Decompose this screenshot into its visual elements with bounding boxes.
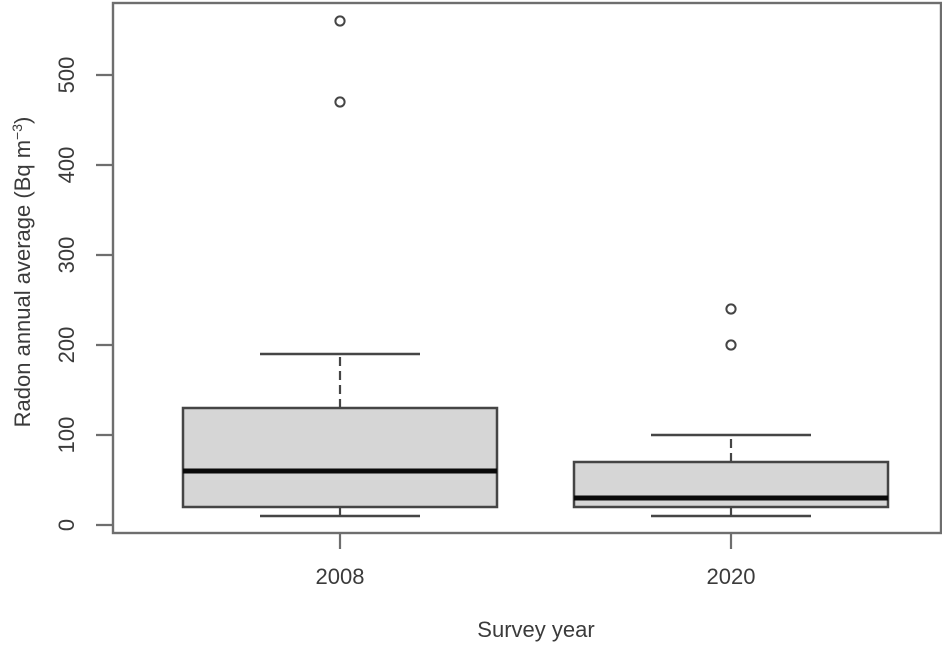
y-axis-label-superscript: −3	[9, 124, 25, 140]
iqr-box	[181, 406, 499, 509]
y-tick-label: 100	[54, 417, 79, 454]
x-axis-label: Survey year	[477, 617, 594, 642]
y-axis-label-close: )	[10, 117, 35, 124]
x-tick-label: 2020	[707, 564, 756, 589]
boxplot-2008	[181, 15, 499, 518]
outlier-point	[725, 339, 737, 351]
y-axis-label: Radon annual average (Bq m−3)	[9, 117, 35, 428]
y-tick-label: 300	[54, 237, 79, 274]
y-tick-label: 200	[54, 327, 79, 364]
y-tick-label: 0	[54, 519, 79, 531]
y-tick-label: 500	[54, 57, 79, 94]
plot-border	[111, 1, 942, 535]
x-tick-label: 2008	[316, 564, 365, 589]
outlier-point	[725, 303, 737, 315]
boxplot-2020	[572, 303, 890, 518]
outlier-point	[334, 96, 346, 108]
y-axis-label-main: Radon annual average (Bq m	[10, 140, 35, 427]
y-tick-label: 400	[54, 147, 79, 184]
outlier-point	[334, 15, 346, 27]
